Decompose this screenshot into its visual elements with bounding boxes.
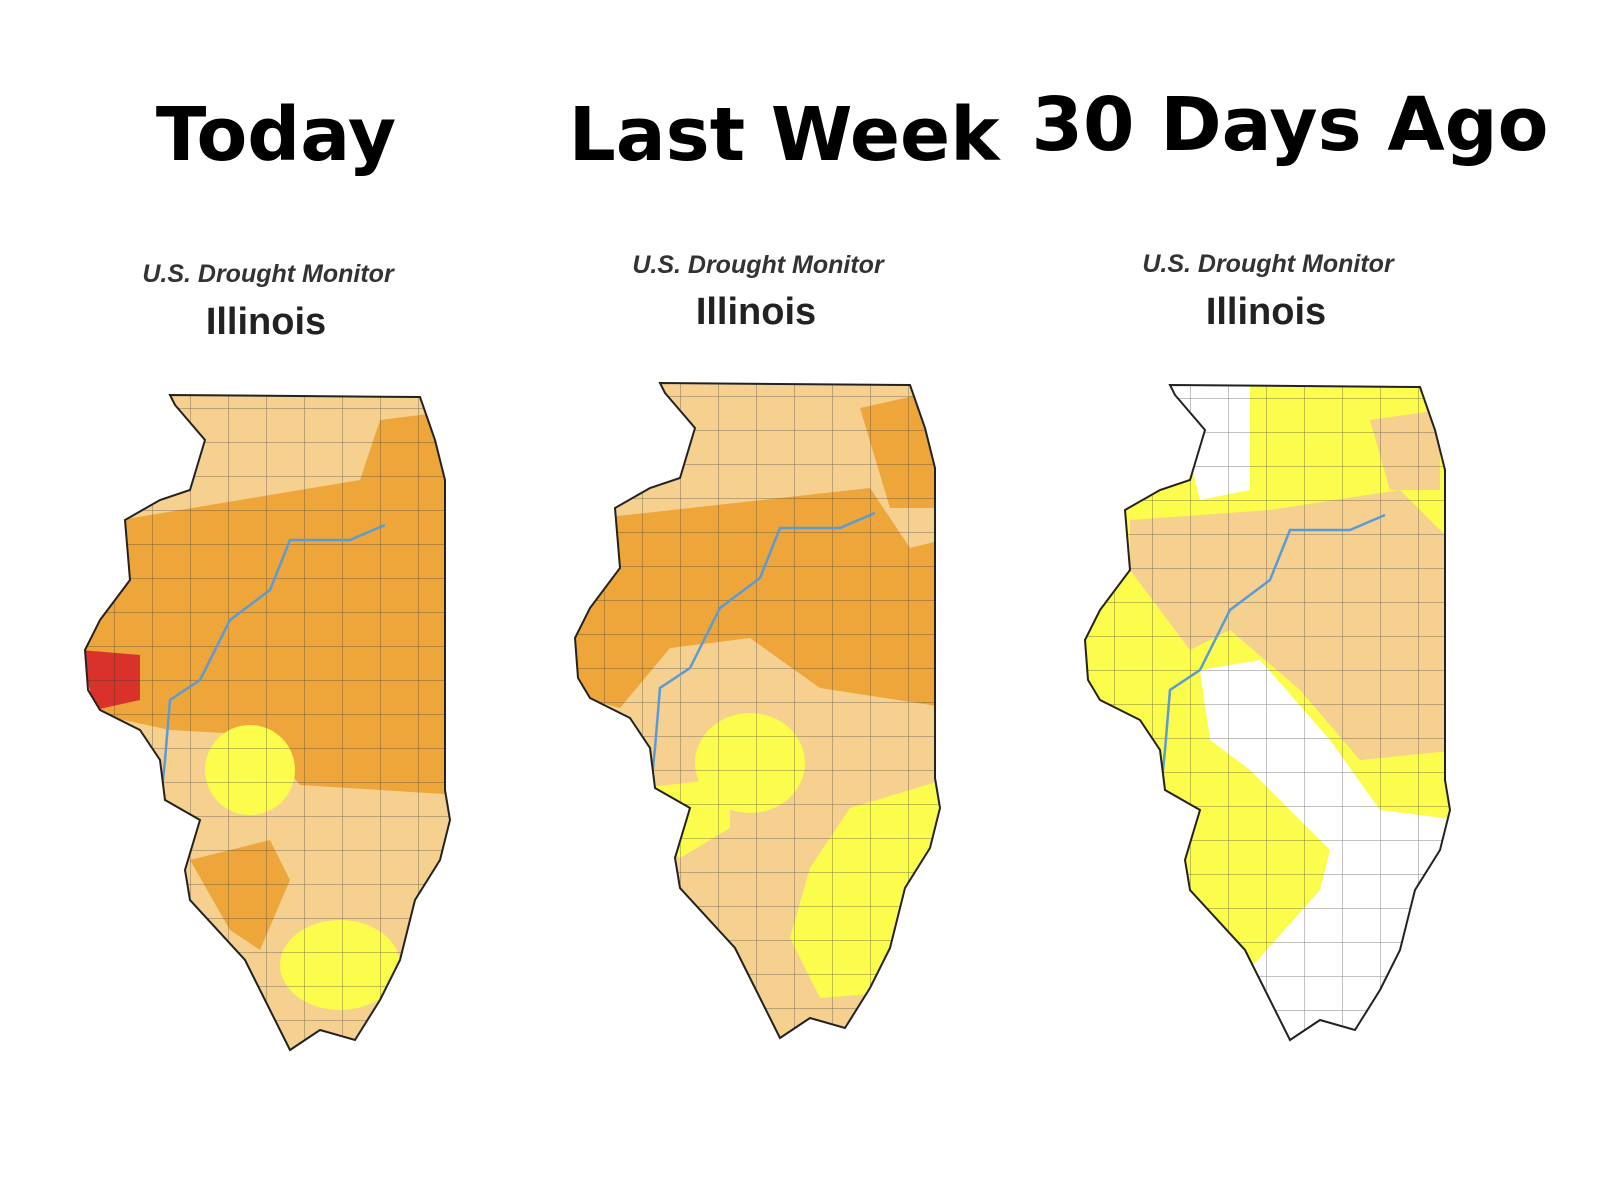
panel-today: Today U.S. Drought Monitor Illinois xyxy=(84,92,451,1051)
heading: Last Week xyxy=(569,92,1002,178)
source: U.S. Drought Monitor xyxy=(142,260,395,288)
state-name: Illinois xyxy=(206,301,326,343)
state-name: Illinois xyxy=(696,291,816,333)
source: U.S. Drought Monitor xyxy=(632,251,885,279)
source: U.S. Drought Monitor xyxy=(1142,250,1395,278)
state-name: Illinois xyxy=(1206,291,1326,333)
map xyxy=(575,383,940,1038)
panel-30-days-ago: 30 Days Ago U.S. Drought Monitor Illinoi… xyxy=(1032,82,1549,1041)
heading: Today xyxy=(156,92,396,178)
panel-last-week: Last Week U.S. Drought Monitor Illinois xyxy=(569,92,1002,1039)
heading: 30 Days Ago xyxy=(1032,82,1549,168)
map xyxy=(1085,385,1450,1040)
map xyxy=(85,395,450,1050)
